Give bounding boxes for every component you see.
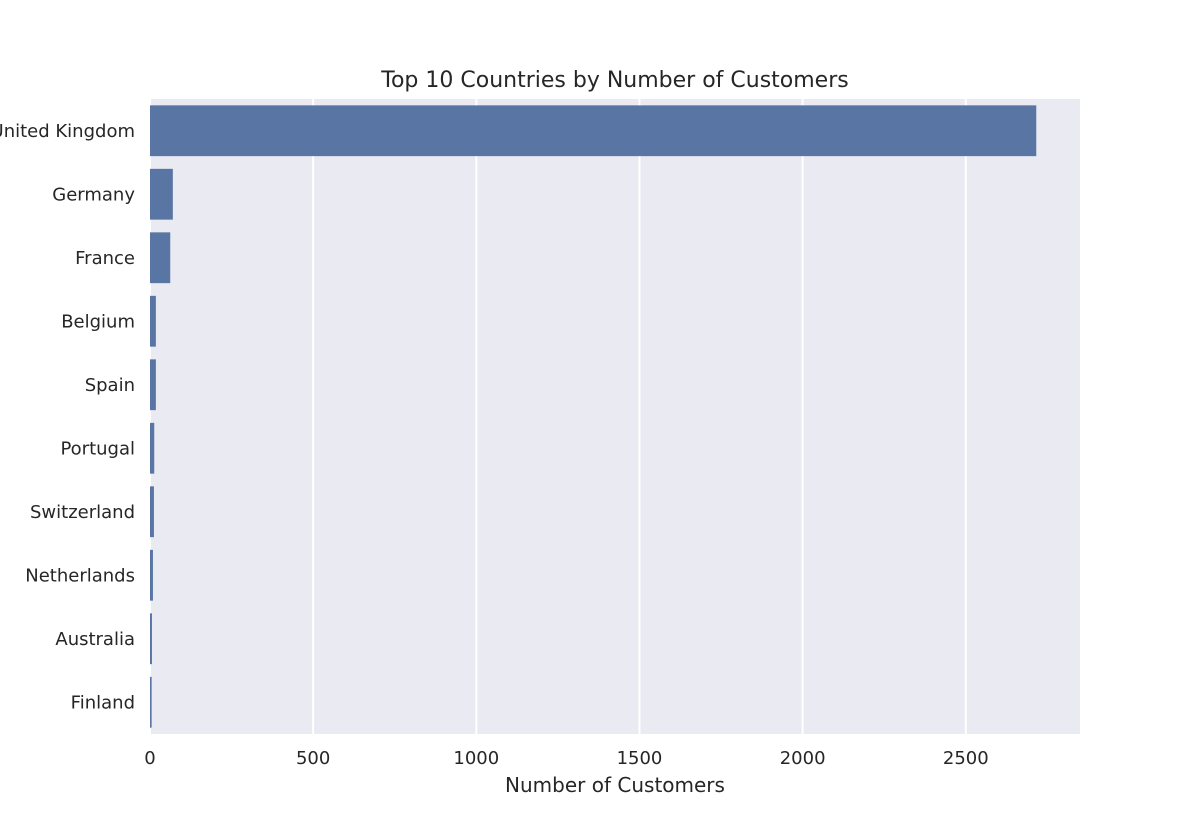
bar — [150, 295, 156, 347]
chart-title: Top 10 Countries by Number of Customers — [380, 68, 848, 93]
bar — [150, 105, 1037, 157]
x-tick-labels: 0 500 1000 1500 2000 2500 — [144, 748, 988, 769]
y-tick-label: Germany — [52, 184, 135, 205]
bar — [150, 486, 154, 538]
bar — [150, 422, 155, 474]
bar — [150, 359, 156, 411]
x-tick-label: 1000 — [453, 748, 499, 769]
x-tick-label: 2500 — [943, 748, 989, 769]
bar — [150, 168, 173, 220]
y-tick-labels: United Kingdom Germany France Belgium Spain P… — [0, 121, 135, 714]
y-tick-label: Netherlands — [25, 565, 135, 586]
bar — [150, 549, 153, 601]
y-tick-label: Switzerland — [30, 502, 135, 523]
x-tick-label: 2000 — [780, 748, 826, 769]
x-axis-label: Number of Customers — [505, 773, 725, 797]
y-tick-label: Spain — [85, 375, 135, 396]
bar — [150, 232, 171, 284]
x-tick-label: 500 — [296, 748, 330, 769]
bars — [150, 105, 1037, 728]
x-tick-label: 0 — [144, 748, 155, 769]
y-tick-label: Finland — [71, 692, 135, 713]
x-tick-label: 1500 — [617, 748, 663, 769]
y-tick-label: Portugal — [60, 438, 135, 459]
plot-area — [150, 99, 1080, 734]
y-tick-label: France — [75, 248, 135, 269]
bar — [150, 676, 152, 728]
y-tick-label: Belgium — [61, 311, 135, 332]
y-tick-label: United Kingdom — [0, 121, 135, 142]
bar — [150, 613, 152, 665]
y-tick-label: Australia — [55, 629, 135, 650]
